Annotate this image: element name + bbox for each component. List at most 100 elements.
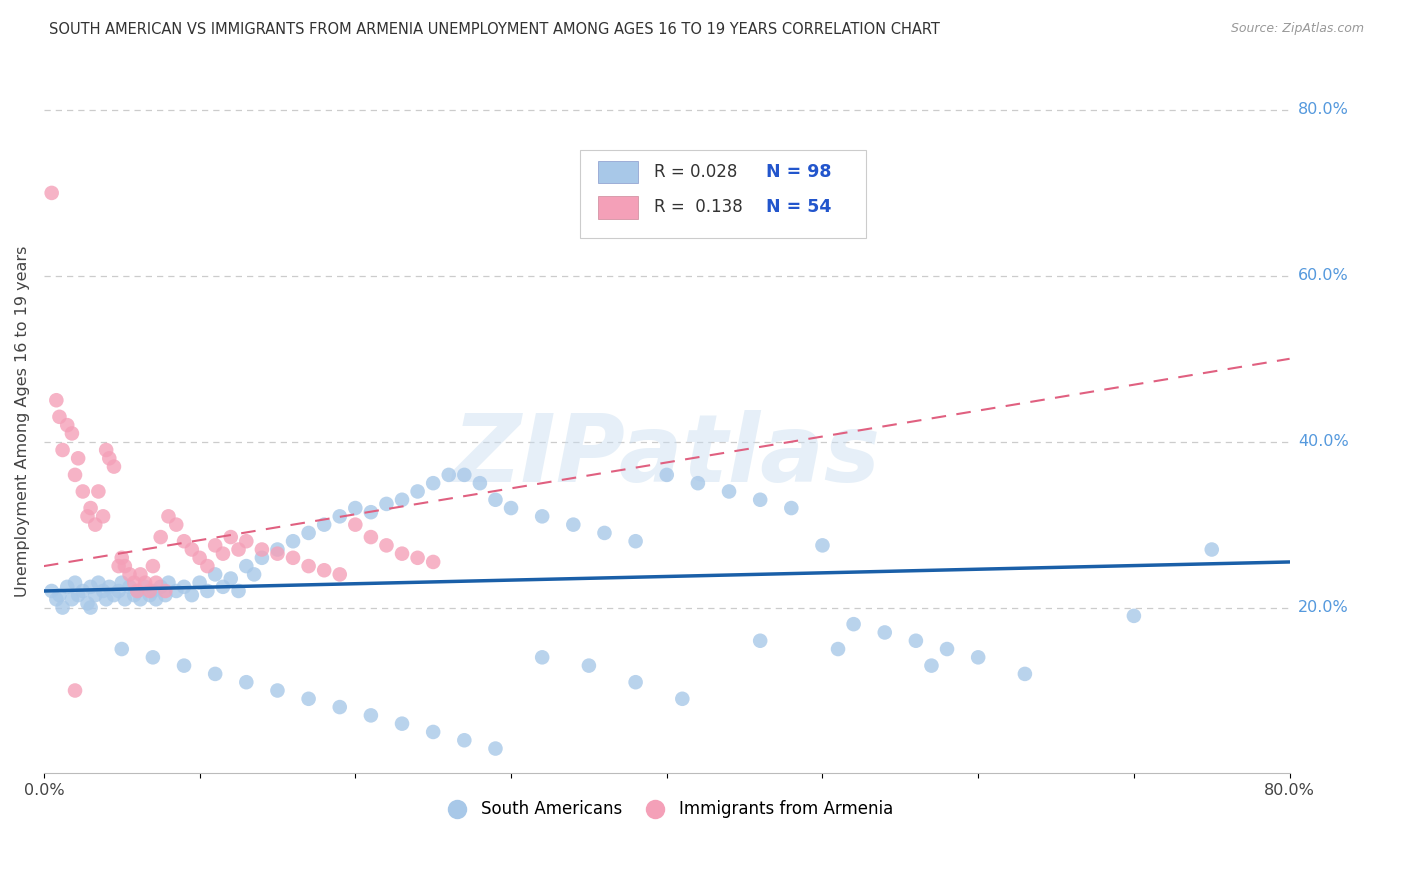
Point — [204, 538, 226, 552]
FancyBboxPatch shape — [579, 150, 866, 237]
Point — [145, 592, 167, 607]
Point — [360, 530, 382, 544]
Point — [67, 451, 90, 466]
Point — [111, 642, 134, 657]
Point — [134, 580, 156, 594]
Point — [329, 509, 352, 524]
Point — [842, 617, 865, 632]
Point — [531, 650, 554, 665]
Point — [87, 484, 110, 499]
Point — [149, 530, 172, 544]
Point — [235, 675, 257, 690]
Point — [593, 525, 616, 540]
Y-axis label: Unemployment Among Ages 16 to 19 years: Unemployment Among Ages 16 to 19 years — [15, 245, 30, 597]
Point — [344, 501, 367, 516]
Point — [197, 584, 219, 599]
Point — [936, 642, 959, 657]
Point — [235, 534, 257, 549]
Point — [391, 492, 413, 507]
Point — [45, 592, 67, 607]
Point — [562, 517, 585, 532]
Point — [920, 658, 942, 673]
Point — [139, 584, 162, 599]
Point — [155, 584, 177, 599]
Point — [67, 588, 90, 602]
Point — [297, 691, 319, 706]
Point — [157, 575, 180, 590]
Point — [967, 650, 990, 665]
Point — [79, 600, 101, 615]
Point — [149, 580, 172, 594]
Point — [145, 575, 167, 590]
Point — [250, 542, 273, 557]
Point — [422, 476, 444, 491]
Point — [142, 584, 165, 599]
Point — [129, 592, 152, 607]
Point — [250, 550, 273, 565]
Point — [103, 459, 125, 474]
Point — [91, 584, 114, 599]
Point — [122, 588, 145, 602]
Point — [624, 534, 647, 549]
Point — [360, 708, 382, 723]
Point — [127, 584, 149, 599]
Point — [499, 501, 522, 516]
Point — [60, 426, 83, 441]
Point — [718, 484, 741, 499]
Point — [84, 517, 107, 532]
Point — [329, 700, 352, 714]
Point — [297, 525, 319, 540]
Point — [344, 517, 367, 532]
Text: 20.0%: 20.0% — [1298, 600, 1348, 615]
Point — [329, 567, 352, 582]
Text: ZIPatlas: ZIPatlas — [453, 410, 880, 502]
Point — [72, 484, 94, 499]
Point — [173, 534, 195, 549]
Text: 40.0%: 40.0% — [1298, 434, 1348, 450]
Point — [157, 509, 180, 524]
Point — [391, 716, 413, 731]
Point — [281, 550, 304, 565]
FancyBboxPatch shape — [598, 196, 638, 219]
Point — [48, 409, 70, 424]
Point — [139, 588, 162, 602]
Point — [180, 588, 202, 602]
Point — [484, 741, 506, 756]
Point — [127, 584, 149, 599]
Point — [219, 530, 242, 544]
Point — [811, 538, 834, 552]
Point — [63, 683, 86, 698]
Point — [235, 559, 257, 574]
Point — [52, 442, 75, 457]
Point — [142, 650, 165, 665]
Point — [437, 467, 460, 482]
Point — [98, 580, 121, 594]
Point — [129, 567, 152, 582]
Legend: South Americans, Immigrants from Armenia: South Americans, Immigrants from Armenia — [434, 794, 900, 825]
Point — [56, 580, 79, 594]
Point — [827, 642, 849, 657]
Text: 60.0%: 60.0% — [1298, 268, 1348, 284]
Point — [173, 580, 195, 594]
Text: N = 54: N = 54 — [766, 198, 832, 217]
Point — [103, 588, 125, 602]
Point — [281, 534, 304, 549]
Point — [165, 584, 187, 599]
Point — [173, 658, 195, 673]
Point — [671, 691, 693, 706]
Point — [60, 592, 83, 607]
Text: SOUTH AMERICAN VS IMMIGRANTS FROM ARMENIA UNEMPLOYMENT AMONG AGES 16 TO 19 YEARS: SOUTH AMERICAN VS IMMIGRANTS FROM ARMENI… — [49, 22, 941, 37]
Point — [114, 559, 136, 574]
Text: 80.0%: 80.0% — [1298, 103, 1348, 118]
Point — [624, 675, 647, 690]
Point — [84, 588, 107, 602]
Point — [422, 725, 444, 739]
Point — [266, 547, 288, 561]
Point — [111, 550, 134, 565]
Point — [188, 575, 211, 590]
Point — [98, 451, 121, 466]
Point — [56, 418, 79, 433]
Point — [114, 592, 136, 607]
Point — [188, 550, 211, 565]
Point — [107, 559, 129, 574]
